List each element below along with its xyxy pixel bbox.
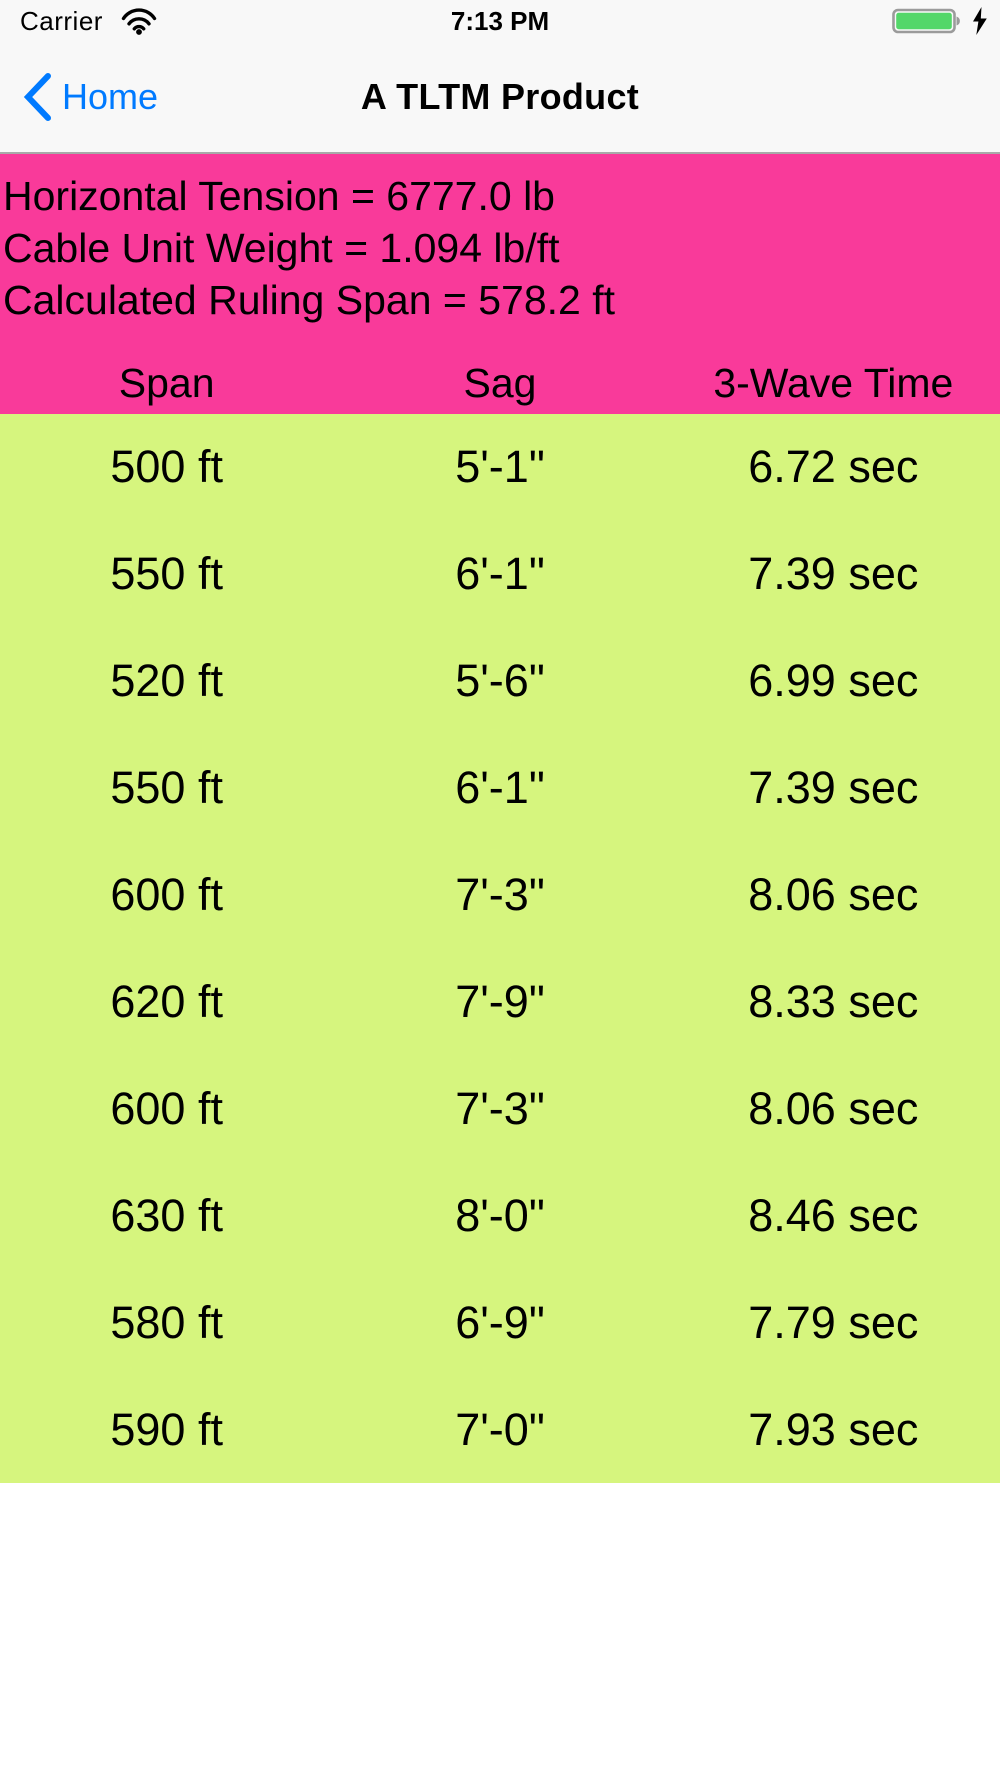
column-header-span: Span xyxy=(118,360,215,406)
sag-cell: 5'-6" xyxy=(455,655,545,707)
wave-time-cell: 8.33 sec xyxy=(748,975,919,1027)
sag-cell: 6'-1" xyxy=(455,548,545,600)
span-cell: 500 ft xyxy=(110,441,223,493)
wave-time-cell: 8.06 sec xyxy=(748,869,919,921)
status-right xyxy=(892,6,990,36)
page-title: A TLTM Product xyxy=(360,76,640,117)
table-row: 550 ft 6'-1" 7.39 sec xyxy=(0,735,1000,842)
span-cell: 620 ft xyxy=(110,975,223,1027)
battery-full-icon xyxy=(892,8,960,34)
table-row: 600 ft 7'-3" 8.06 sec xyxy=(0,842,1000,949)
span-cell: 600 ft xyxy=(110,1082,223,1134)
status-left: Carrier xyxy=(20,6,157,37)
span-cell: 550 ft xyxy=(110,762,223,814)
span-cell: 550 ft xyxy=(110,548,223,600)
table-row: 620 ft 7'-9" 8.33 sec xyxy=(0,949,1000,1056)
wave-time-cell: 7.39 sec xyxy=(748,762,919,814)
summary-line-horizontal-tension: Horizontal Tension = 6777.0 lb xyxy=(3,173,555,219)
table-row: 580 ft 6'-9" 7.79 sec xyxy=(0,1269,1000,1376)
wave-time-cell: 8.06 sec xyxy=(748,1082,919,1134)
span-cell: 580 ft xyxy=(110,1296,223,1348)
summary-panel: Horizontal Tension = 6777.0 lb Cable Uni… xyxy=(0,154,1000,414)
sag-cell: 7'-3" xyxy=(455,869,545,921)
span-cell: 630 ft xyxy=(110,1189,223,1241)
column-header-wave-time: 3-Wave Time xyxy=(713,360,954,406)
wave-time-cell: 6.99 sec xyxy=(748,655,919,707)
sag-cell: 6'-1" xyxy=(455,762,545,814)
wave-time-cell: 8.46 sec xyxy=(748,1189,919,1241)
sag-cell: 6'-9" xyxy=(455,1296,545,1348)
wave-time-cell: 6.72 sec xyxy=(748,441,919,493)
nav-bar: Home A TLTM Product xyxy=(0,42,1000,152)
summary-line-cable-unit-weight: Cable Unit Weight = 1.094 lb/ft xyxy=(3,225,560,271)
header-chrome: Carrier 7:13 PM xyxy=(0,0,1000,154)
wave-time-cell: 7.93 sec xyxy=(748,1403,919,1455)
footer-space xyxy=(0,1483,1000,1776)
sag-cell: 8'-0" xyxy=(455,1189,545,1241)
span-cell: 600 ft xyxy=(110,869,223,921)
table-row: 600 ft 7'-3" 8.06 sec xyxy=(0,1055,1000,1162)
charging-bolt-icon xyxy=(973,7,987,35)
table-header-row: Span Sag 3-Wave Time xyxy=(0,360,1000,407)
back-button[interactable]: Home xyxy=(22,72,158,122)
table-row: 500 ft 5'-1" 6.72 sec xyxy=(0,414,1000,521)
table-row: 520 ft 5'-6" 6.99 sec xyxy=(0,628,1000,735)
summary-line-ruling-span: Calculated Ruling Span = 578.2 ft xyxy=(3,277,615,323)
status-bar: Carrier 7:13 PM xyxy=(0,0,1000,42)
chevron-left-icon xyxy=(23,73,51,121)
span-cell: 520 ft xyxy=(110,655,223,707)
table-row: 550 ft 6'-1" 7.39 sec xyxy=(0,521,1000,628)
wifi-icon xyxy=(121,8,157,35)
sag-cell: 7'-0" xyxy=(455,1403,545,1455)
table-body[interactable]: 500 ft 5'-1" 6.72 sec 550 ft 6'-1" 7.39 sec 52… xyxy=(0,414,1000,1483)
table-row: 590 ft 7'-0" 7.93 sec xyxy=(0,1376,1000,1483)
status-time: 7:13 PM xyxy=(450,5,550,36)
carrier-label: Carrier xyxy=(20,5,103,36)
table-row: 630 ft 8'-0" 8.46 sec xyxy=(0,1162,1000,1269)
wave-time-cell: 7.79 sec xyxy=(748,1296,919,1348)
sag-cell: 5'-1" xyxy=(455,441,545,493)
span-cell: 590 ft xyxy=(110,1403,223,1455)
back-button-label: Home xyxy=(62,76,159,117)
column-header-sag: Sag xyxy=(463,360,537,406)
sag-cell: 7'-3" xyxy=(455,1082,545,1134)
wave-time-cell: 7.39 sec xyxy=(748,548,919,600)
sag-cell: 7'-9" xyxy=(455,975,545,1027)
